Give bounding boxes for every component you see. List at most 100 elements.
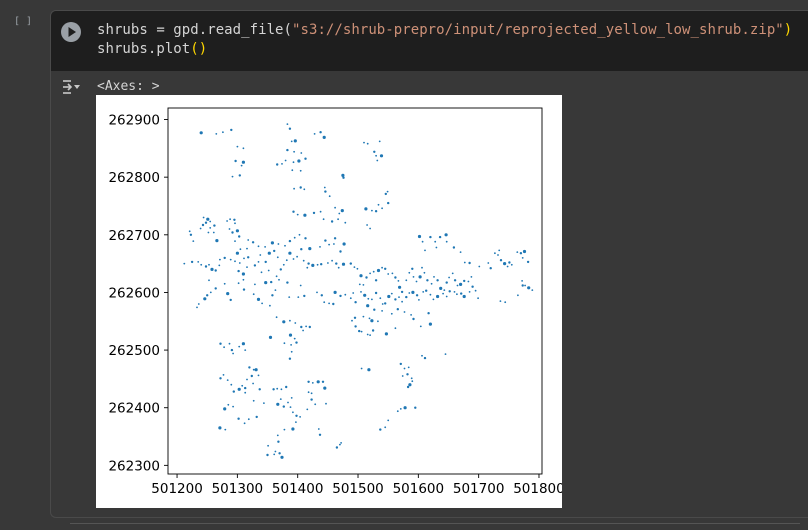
shrub-point bbox=[324, 239, 327, 242]
shrub-point bbox=[427, 312, 430, 315]
shrub-point bbox=[429, 293, 432, 296]
shrub-point bbox=[283, 342, 286, 345]
shrub-point bbox=[226, 379, 229, 381]
shrub-point bbox=[244, 386, 247, 390]
shrub-point bbox=[257, 374, 260, 377]
shrub-point bbox=[234, 240, 236, 243]
shrub-point bbox=[268, 335, 273, 339]
shrub-point bbox=[408, 383, 412, 387]
shrub-point bbox=[321, 380, 325, 383]
shrub-point bbox=[232, 352, 235, 355]
shrub-point bbox=[263, 402, 265, 404]
shrub-point bbox=[293, 150, 295, 153]
shrub-point bbox=[300, 248, 303, 251]
shrub-point bbox=[462, 294, 466, 299]
shrub-point bbox=[312, 211, 316, 215]
shrub-point bbox=[295, 341, 298, 344]
shrub-point bbox=[419, 325, 422, 328]
shrub-point bbox=[463, 279, 466, 283]
shrub-point bbox=[316, 291, 318, 294]
shrub-point bbox=[310, 392, 313, 395]
shrub-point bbox=[230, 383, 233, 386]
shrub-point bbox=[456, 293, 458, 296]
shrub-point bbox=[300, 152, 303, 154]
shrub-point bbox=[360, 367, 363, 370]
shrub-point bbox=[403, 367, 406, 370]
shrub-point bbox=[295, 414, 298, 417]
shrub-point bbox=[521, 284, 524, 287]
shrub-point bbox=[364, 207, 368, 211]
shrub-point bbox=[295, 421, 297, 423]
shrub-point bbox=[531, 289, 534, 291]
run-cell-button[interactable] bbox=[59, 20, 83, 44]
shrub-point bbox=[341, 262, 346, 266]
output-toggle-button[interactable] bbox=[60, 78, 82, 96]
shrub-point bbox=[524, 284, 526, 287]
shrub-point bbox=[342, 176, 345, 179]
code-line-2: shrubs.plot() bbox=[97, 41, 207, 57]
shrub-point bbox=[499, 300, 502, 302]
shrub-point bbox=[254, 368, 258, 372]
shrub-point bbox=[310, 398, 313, 401]
shrub-point bbox=[218, 264, 221, 267]
code-text: shrubs.plot bbox=[97, 41, 191, 57]
shrub-point bbox=[521, 280, 523, 282]
shrub-point bbox=[230, 128, 233, 132]
shrub-point bbox=[471, 285, 474, 288]
shrub-point bbox=[293, 337, 296, 340]
shrub-point bbox=[223, 407, 227, 411]
shrub-point bbox=[222, 131, 224, 134]
shrub-point bbox=[279, 268, 282, 271]
shrub-point bbox=[213, 224, 216, 227]
shrub-point bbox=[381, 310, 383, 312]
shrub-point bbox=[344, 221, 347, 224]
shrub-point bbox=[436, 294, 440, 299]
shrub-point bbox=[369, 334, 371, 336]
shrub-point bbox=[335, 446, 339, 449]
x-tick-label: 501300 bbox=[212, 481, 264, 497]
shrub-point bbox=[267, 251, 271, 255]
shrub-point bbox=[430, 282, 433, 285]
shrub-point bbox=[289, 319, 291, 322]
shrub-point bbox=[318, 433, 322, 436]
shrub-point bbox=[412, 317, 415, 321]
shrub-point bbox=[241, 160, 245, 164]
y-tick-label: 262800 bbox=[108, 170, 160, 186]
shrub-point bbox=[297, 159, 301, 163]
shrub-point bbox=[448, 290, 451, 293]
code-text: shrubs = gpd.read_file( bbox=[97, 22, 293, 38]
shrub-point bbox=[259, 254, 262, 256]
shrub-point bbox=[264, 281, 268, 285]
shrub-point bbox=[189, 233, 193, 236]
x-tick-label: 501700 bbox=[453, 481, 505, 497]
shrub-point bbox=[219, 258, 221, 261]
shrub-point bbox=[271, 294, 274, 297]
shrub-point bbox=[399, 408, 402, 410]
shrub-point bbox=[280, 388, 283, 391]
shrub-point bbox=[341, 173, 345, 177]
shrub-point bbox=[377, 320, 379, 323]
shrub-point bbox=[278, 278, 280, 281]
shrub-point bbox=[442, 292, 444, 295]
shrub-point bbox=[358, 329, 361, 333]
shrub-point bbox=[451, 272, 454, 275]
shrub-point bbox=[353, 316, 357, 319]
shrub-point bbox=[293, 236, 296, 239]
code-editor[interactable] bbox=[51, 11, 808, 71]
shrub-point bbox=[238, 174, 241, 177]
shrub-point bbox=[374, 279, 378, 282]
shrub-point bbox=[248, 366, 251, 369]
shrub-point bbox=[290, 350, 293, 353]
shrub-point bbox=[282, 320, 286, 324]
shrub-point bbox=[328, 243, 330, 246]
shrub-point bbox=[433, 276, 435, 278]
shrub-point bbox=[398, 296, 400, 298]
shrub-point bbox=[423, 356, 427, 360]
shrub-point bbox=[445, 281, 448, 284]
shrub-point bbox=[372, 270, 375, 273]
shrub-point bbox=[288, 239, 292, 243]
shrub-point bbox=[333, 290, 337, 294]
shrub-point bbox=[250, 374, 253, 378]
shrub-point bbox=[337, 266, 340, 269]
